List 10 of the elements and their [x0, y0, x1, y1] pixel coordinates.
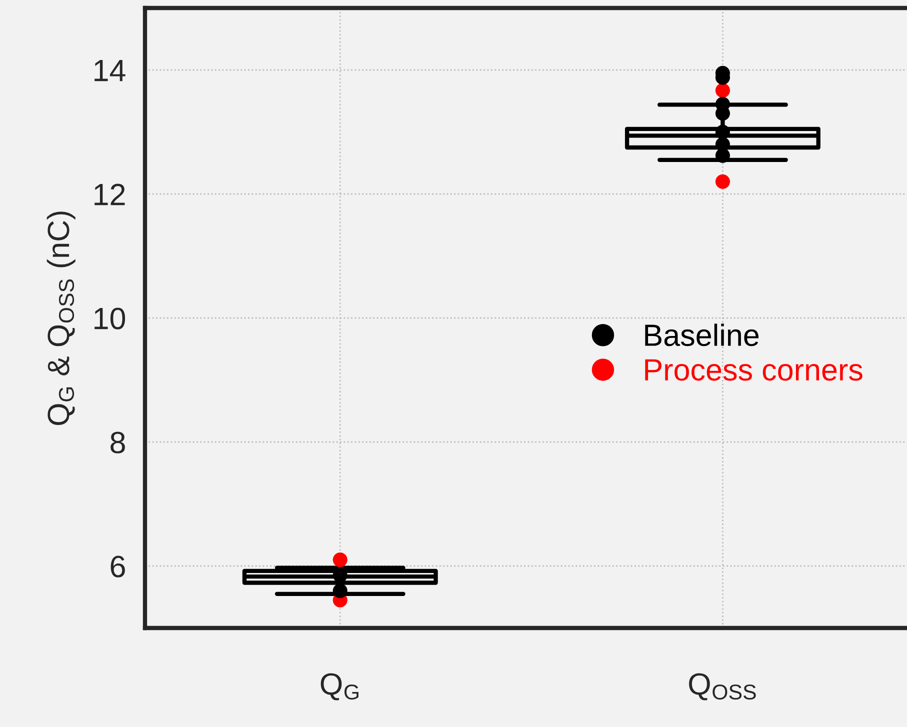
x-tick-label: Q$_{OSS}$ — [689, 673, 756, 700]
y-tick-label: 6 — [110, 556, 125, 578]
legend-label: Process corners — [645, 359, 862, 381]
legend-label: Baseline — [645, 324, 759, 346]
y-tick-label: 10 — [94, 308, 126, 330]
x-tick-label: Q$_{G}$ — [320, 673, 358, 700]
y-axis-title: Q$_{G}$ & Q$_{OSS}$ (nC) — [46, 212, 76, 426]
y-tick-label: 14 — [94, 60, 126, 82]
y-tick-label: 8 — [110, 432, 125, 454]
y-tick-label: 12 — [94, 184, 125, 206]
